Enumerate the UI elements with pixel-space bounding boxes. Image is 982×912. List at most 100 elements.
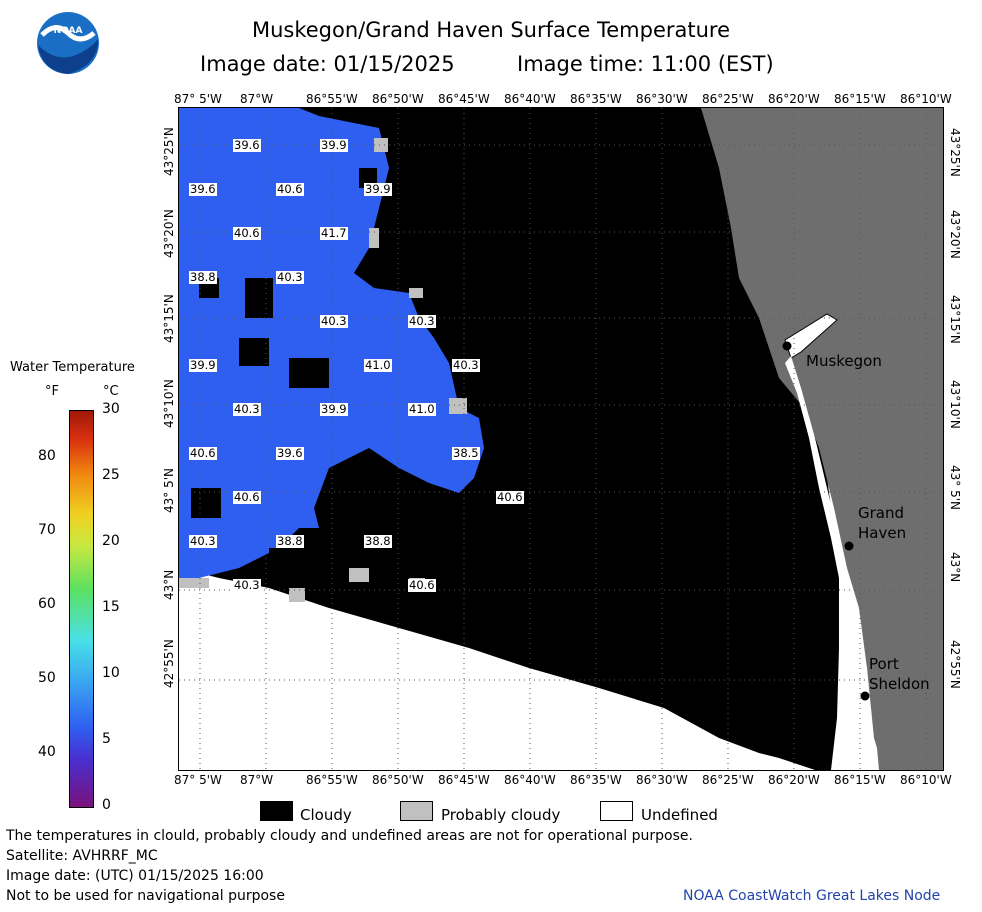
temperature-label: 41.0: [408, 402, 436, 416]
temperature-label: 39.9: [364, 182, 392, 196]
colorbar-c-tick: 5: [102, 731, 111, 747]
temperature-label: 40.3: [452, 358, 480, 372]
legend-undefined-swatch: [600, 801, 633, 821]
longitude-tick-bottom: 86°20'W: [768, 773, 820, 787]
temperature-map: [179, 108, 943, 770]
temperature-label: 40.3: [233, 402, 261, 416]
latitude-tick-left: 43°N: [162, 569, 176, 600]
longitude-tick-bottom: 86°35'W: [570, 773, 622, 787]
temperature-label: 39.6: [233, 138, 261, 152]
colorbar-f-tick: 70: [38, 522, 56, 538]
temperature-label: 39.6: [189, 182, 217, 196]
port-sheldon-marker: [860, 691, 870, 701]
noaa-logo: NOAA: [37, 12, 99, 74]
map-frame: [178, 107, 944, 771]
grand-haven-marker: [844, 541, 854, 551]
footer-credit: NOAA CoastWatch Great Lakes Node: [683, 888, 941, 904]
longitude-tick-bottom: 86°50'W: [372, 773, 424, 787]
temperature-label: 38.8: [189, 270, 217, 284]
temperature-label: 39.9: [320, 402, 348, 416]
image-date: Image date: 01/15/2025: [200, 52, 455, 76]
longitude-tick-top: 86°55'W: [306, 92, 358, 106]
temperature-label: 38.8: [276, 534, 304, 548]
legend-cloudy-label: Cloudy: [300, 806, 352, 824]
colorbar-f-tick: 60: [38, 596, 56, 612]
temperature-label: 40.3: [408, 314, 436, 328]
latitude-tick-right: 43° 5'N: [948, 465, 962, 510]
latitude-tick-left: 43°10'N: [162, 379, 176, 428]
latitude-tick-right: 43°15'N: [948, 295, 962, 344]
longitude-tick-bottom: 86°15'W: [834, 773, 886, 787]
colorbar-unit-f: °F: [45, 384, 59, 399]
logo-text: NOAA: [54, 26, 83, 36]
colorbar-c-tick: 20: [102, 533, 120, 549]
longitude-tick-top: 86°35'W: [570, 92, 622, 106]
longitude-tick-top: 86°45'W: [438, 92, 490, 106]
temperature-label: 38.5: [452, 446, 480, 460]
temperature-label: 41.0: [364, 358, 392, 372]
temperature-label: 40.6: [233, 490, 261, 504]
footer-utc-date: Image date: (UTC) 01/15/2025 16:00: [6, 868, 264, 884]
longitude-tick-bottom: 87° 5'W: [174, 773, 222, 787]
land-region: [701, 108, 943, 770]
longitude-tick-bottom: 86°10'W: [900, 773, 952, 787]
colorbar-f-tick: 40: [38, 744, 56, 760]
legend-cloudy-swatch: [260, 801, 293, 821]
temperature-label: 40.3: [320, 314, 348, 328]
temperature-label: 40.3: [276, 270, 304, 284]
longitude-tick-top: 86°15'W: [834, 92, 886, 106]
latitude-tick-right: 43°20'N: [948, 210, 962, 259]
longitude-tick-bottom: 86°30'W: [636, 773, 688, 787]
temperature-label: 40.6: [276, 182, 304, 196]
map-title: Muskegon/Grand Haven Surface Temperature: [251, 18, 731, 42]
temperature-label: 40.6: [408, 578, 436, 592]
longitude-tick-top: 86°30'W: [636, 92, 688, 106]
temperature-label: 41.7: [320, 226, 348, 240]
latitude-tick-left: 43°20'N: [162, 209, 176, 258]
temperature-label: 40.6: [233, 226, 261, 240]
latitude-tick-right: 43°N: [948, 552, 962, 583]
footer-disclaimer: The temperatures in clould, probably clo…: [6, 828, 693, 844]
temperature-label: 39.9: [320, 138, 348, 152]
longitude-tick-bottom: 86°55'W: [306, 773, 358, 787]
colorbar-f-tick: 80: [38, 448, 56, 464]
temperature-label: 40.6: [496, 490, 524, 504]
longitude-tick-bottom: 86°45'W: [438, 773, 490, 787]
temperature-label: 40.3: [189, 534, 217, 548]
latitude-tick-left: 42°55'N: [162, 639, 176, 688]
latitude-tick-left: 43°15'N: [162, 294, 176, 343]
temperature-label: 38.8: [364, 534, 392, 548]
colorbar-f-tick: 50: [38, 670, 56, 686]
longitude-tick-top: 86°25'W: [702, 92, 754, 106]
longitude-tick-top: 87° 5'W: [174, 92, 222, 106]
latitude-tick-right: 42°55'N: [948, 640, 962, 689]
colorbar-c-tick: 30: [102, 401, 120, 417]
temperature-label: 39.9: [189, 358, 217, 372]
temperature-label: 39.6: [276, 446, 304, 460]
legend-probably-cloudy-label: Probably cloudy: [441, 806, 561, 824]
temperature-label: 40.3: [233, 578, 261, 592]
latitude-tick-left: 43°25'N: [162, 127, 176, 176]
longitude-tick-top: 86°10'W: [900, 92, 952, 106]
latitude-tick-left: 43° 5'N: [162, 468, 176, 513]
legend-undefined-label: Undefined: [641, 806, 718, 824]
colorbar: [69, 410, 94, 808]
colorbar-c-tick: 0: [102, 797, 111, 813]
image-time: Image time: 11:00 (EST): [517, 52, 774, 76]
city-label-grand-haven: Grand Haven: [858, 504, 907, 542]
colorbar-unit-c: °C: [103, 384, 119, 399]
longitude-tick-top: 86°50'W: [372, 92, 424, 106]
colorbar-c-tick: 15: [102, 599, 120, 615]
latitude-tick-right: 43°25'N: [948, 128, 962, 177]
city-label-port-sheldon: Port Sheldon: [869, 655, 930, 693]
colorbar-title: Water Temperature: [10, 360, 135, 375]
longitude-tick-top: 86°20'W: [768, 92, 820, 106]
city-label-muskegon: Muskegon: [806, 352, 882, 370]
latitude-tick-right: 43°10'N: [948, 380, 962, 429]
footer-navigation: Not to be used for navigational purpose: [6, 888, 285, 904]
longitude-tick-bottom: 86°25'W: [702, 773, 754, 787]
colorbar-c-tick: 25: [102, 467, 120, 483]
longitude-tick-top: 86°40'W: [504, 92, 556, 106]
longitude-tick-top: 87°W: [240, 92, 274, 106]
legend-probably-cloudy-swatch: [400, 801, 433, 821]
